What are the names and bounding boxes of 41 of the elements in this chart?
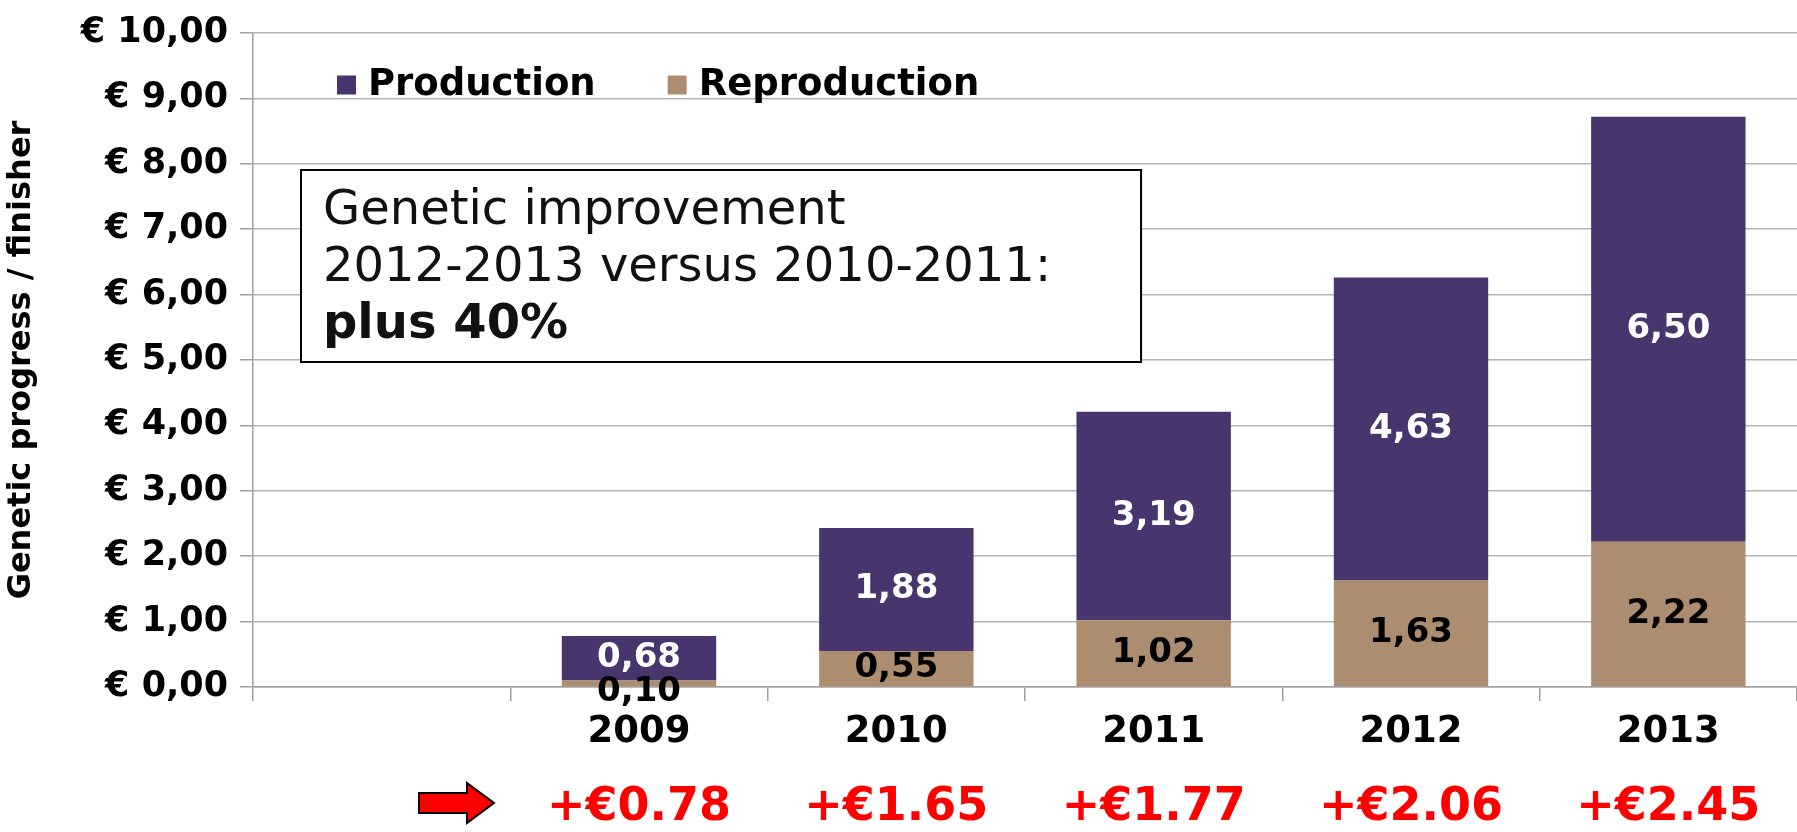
data-label: 3,19 — [1111, 492, 1196, 533]
text: +€0.78 — [546, 776, 732, 831]
bar — [1076, 620, 1231, 687]
y-tick-label: € 8,00 — [104, 140, 228, 181]
text: +€1.65 — [804, 776, 989, 831]
data-label: 4,63 — [1369, 405, 1453, 446]
y-tick-label: € 9,00 — [104, 75, 228, 116]
data-label: 1,63 — [1369, 610, 1453, 651]
bar — [1591, 541, 1746, 687]
annotation: Genetic improvement 2012-2013 versus 2010-2011: plus 40% — [323, 179, 1052, 349]
bar — [1333, 277, 1489, 581]
data-label: 0,55 — [854, 645, 939, 686]
data-label: 6,50 — [1626, 306, 1711, 347]
y-tick-label: € 5,00 — [104, 337, 228, 378]
y-tick-label: € 1,00 — [104, 598, 228, 639]
y-tick-label: € 4,00 — [104, 402, 228, 443]
text: +€2.06 — [1318, 776, 1504, 831]
text: +€2.45 — [1576, 776, 1761, 831]
bar — [819, 528, 974, 652]
bar — [1591, 116, 1746, 542]
legend-label: Reproduction — [698, 60, 980, 104]
data-label: 2,22 — [1626, 590, 1711, 631]
x-tick-label: 2013 — [1616, 707, 1720, 751]
x-tick-label: 2011 — [1102, 707, 1206, 751]
y-tick-label: € 3,00 — [104, 467, 228, 508]
x-tick-label: 2012 — [1359, 707, 1463, 751]
y-axis-title: Genetic progress / finisher — [0, 120, 38, 600]
y-tick-label: € 0,00 — [104, 664, 228, 705]
y-tick-label: € 10,00 — [79, 10, 228, 51]
bar — [1333, 580, 1489, 687]
text: +€1.77 — [1061, 776, 1246, 831]
x-tick-label: 2010 — [844, 707, 948, 751]
bar — [1076, 411, 1231, 621]
data-label: 0,68 — [597, 635, 681, 676]
y-tick-label: € 6,00 — [104, 271, 228, 312]
data-label: 1,88 — [854, 566, 939, 607]
y-tick-label: € 7,00 — [104, 206, 228, 247]
x-tick-label: 2009 — [587, 707, 691, 751]
data-label: 1,02 — [1111, 630, 1196, 671]
legend-label: Production — [368, 60, 596, 104]
y-tick-label: € 2,00 — [104, 533, 228, 574]
